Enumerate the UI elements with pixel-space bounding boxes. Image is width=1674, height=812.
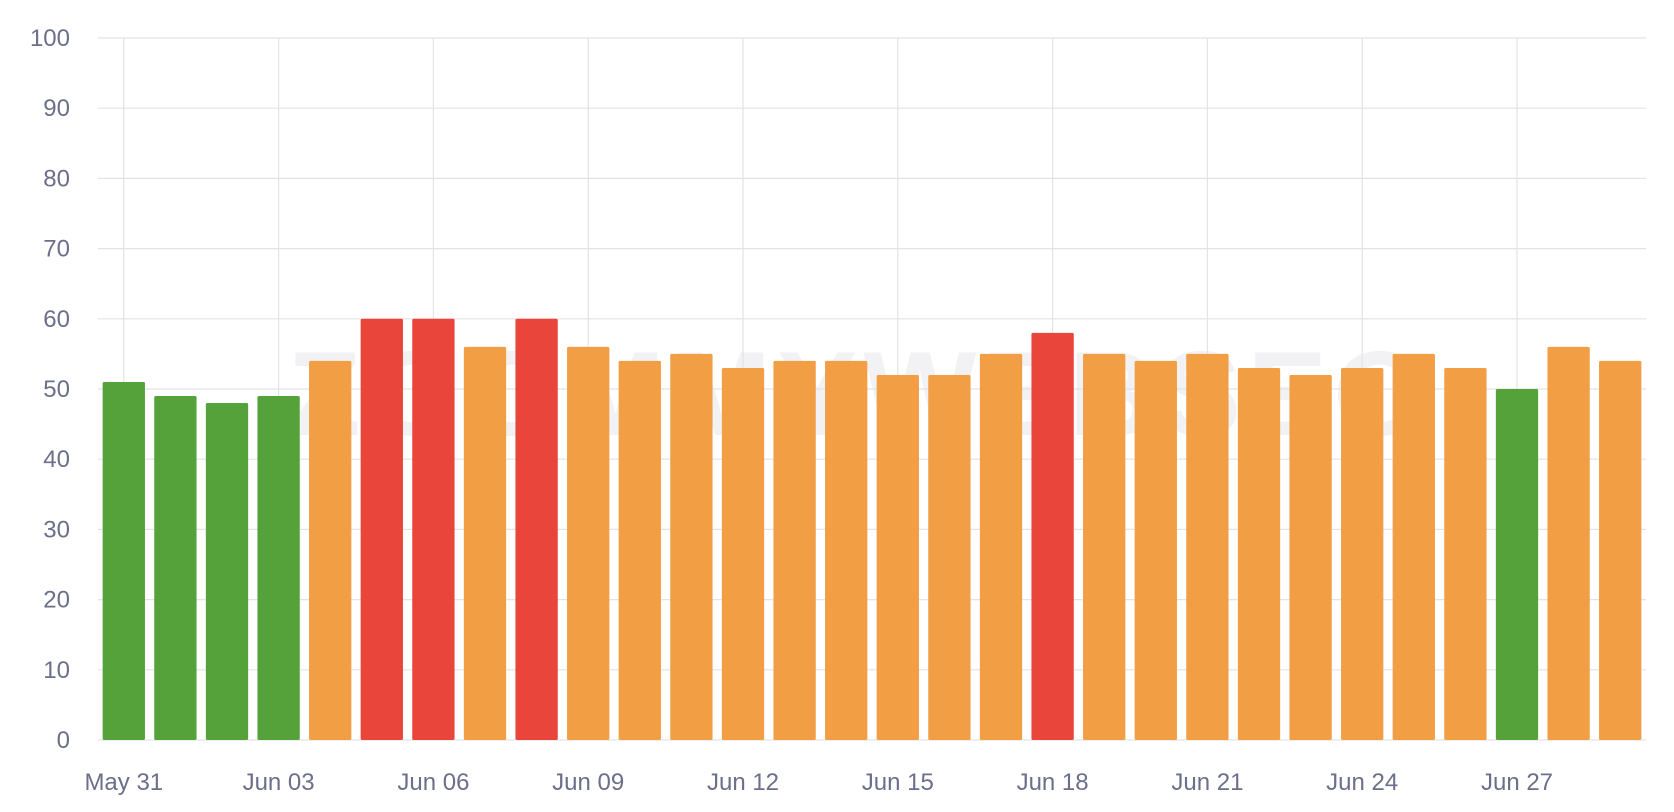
bar-jun-25[interactable] xyxy=(1392,353,1435,740)
y-tick-label: 100 xyxy=(30,25,70,52)
bar-jun-27[interactable] xyxy=(1495,389,1539,740)
bar-jun-23[interactable] xyxy=(1289,374,1332,740)
x-tick-label: May 31 xyxy=(84,769,163,796)
y-axis-labels: 0 10 20 30 40 50 60 70 80 90 100 xyxy=(30,25,70,754)
bar-may-31[interactable] xyxy=(102,381,145,740)
x-tick-label: Jun 15 xyxy=(862,769,934,796)
x-tick-label: Jun 21 xyxy=(1171,769,1243,796)
bar-jun-19[interactable] xyxy=(1083,353,1126,740)
y-tick-label: 80 xyxy=(43,165,70,192)
y-tick-label: 0 xyxy=(57,727,70,754)
x-tick-label: Jun 06 xyxy=(397,769,469,796)
y-tick-label: 70 xyxy=(43,236,70,263)
x-tick-label: Jun 27 xyxy=(1481,769,1553,796)
bar-jun-16[interactable] xyxy=(928,374,971,740)
y-tick-label: 40 xyxy=(43,446,70,473)
bar-jun-20[interactable] xyxy=(1134,360,1177,740)
bar-jun-04[interactable] xyxy=(309,360,352,740)
bars-group xyxy=(102,318,1642,740)
x-tick-label: Jun 24 xyxy=(1326,769,1398,796)
bar-jun-13[interactable] xyxy=(773,360,816,740)
bar-jun-17[interactable] xyxy=(979,353,1023,740)
bar-jun-02[interactable] xyxy=(205,403,249,740)
x-tick-label: Jun 18 xyxy=(1017,769,1089,796)
bar-jun-11[interactable] xyxy=(670,353,713,740)
y-tick-label: 20 xyxy=(43,587,70,614)
bar-jun-06[interactable] xyxy=(412,318,455,740)
bar-jun-03[interactable] xyxy=(257,396,300,740)
bar-jun-22[interactable] xyxy=(1237,367,1281,740)
bar-jun-24[interactable] xyxy=(1341,367,1384,740)
bar-jun-29[interactable] xyxy=(1599,360,1642,740)
y-gridlines xyxy=(98,37,1646,741)
bar-jun-14[interactable] xyxy=(825,360,868,740)
bar-jun-10[interactable] xyxy=(618,360,661,740)
bar-jun-26[interactable] xyxy=(1444,367,1487,740)
x-axis-labels: May 31 Jun 03 Jun 06 Jun 09 Jun 12 Jun 15 Jun … xyxy=(84,769,1553,796)
bar-jun-07[interactable] xyxy=(463,346,507,740)
y-tick-label: 60 xyxy=(43,306,70,333)
bar-jun-05[interactable] xyxy=(360,318,403,740)
y-tick-label: 90 xyxy=(43,95,70,122)
bar-jun-21[interactable] xyxy=(1186,353,1229,740)
bar-jun-08[interactable] xyxy=(515,318,558,740)
y-tick-label: 10 xyxy=(43,657,70,684)
x-tick-label: Jun 09 xyxy=(552,769,624,796)
bar-jun-01[interactable] xyxy=(154,396,197,740)
y-tick-label: 30 xyxy=(43,516,70,543)
bar-jun-28[interactable] xyxy=(1547,346,1590,740)
x-tick-label: Jun 03 xyxy=(243,769,315,796)
bar-jun-18[interactable] xyxy=(1031,332,1074,740)
y-tick-label: 50 xyxy=(43,376,70,403)
bar-jun-12[interactable] xyxy=(721,367,765,740)
bar-jun-15[interactable] xyxy=(876,374,919,740)
x-tick-label: Jun 12 xyxy=(707,769,779,796)
bar-jun-09[interactable] xyxy=(567,346,610,740)
